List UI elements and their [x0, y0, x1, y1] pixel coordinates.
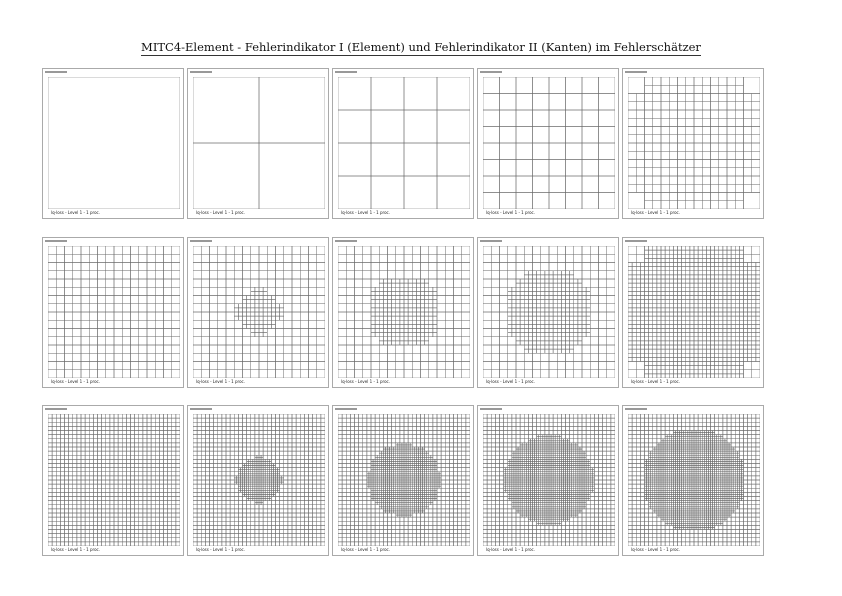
panel-label [335, 71, 357, 73]
mesh-panel: lq-loss - Level 1 - 1 proc. [42, 405, 184, 556]
mesh-grid [193, 77, 325, 209]
mesh-grid [628, 414, 760, 546]
panel-caption: lq-loss - Level 1 - 1 proc. [631, 547, 680, 552]
mesh-grid [483, 77, 615, 209]
mesh-grid [628, 77, 760, 209]
mesh-grid [193, 414, 325, 546]
mesh-grid [48, 414, 180, 546]
mesh-cells [483, 414, 615, 546]
mesh-panel: lq-loss - Level 1 - 1 proc. [622, 68, 764, 219]
mesh-cells [483, 246, 615, 378]
panel-caption: lq-loss - Level 1 - 1 proc. [486, 379, 535, 384]
panel-label [480, 240, 502, 242]
mesh-panel: lq-loss - Level 1 - 1 proc. [187, 68, 329, 219]
mesh-grid [338, 414, 470, 546]
mesh-grid [193, 246, 325, 378]
mesh-cells [483, 77, 615, 209]
panel-caption: lq-loss - Level 1 - 1 proc. [196, 379, 245, 384]
panel-label [480, 71, 502, 73]
mesh-grid [483, 414, 615, 546]
panel-caption: lq-loss - Level 1 - 1 proc. [631, 210, 680, 215]
panel-caption: lq-loss - Level 1 - 1 proc. [51, 210, 100, 215]
panel-caption: lq-loss - Level 1 - 1 proc. [341, 210, 390, 215]
mesh-grid [628, 246, 760, 378]
panel-label [45, 71, 67, 73]
panel-label [480, 408, 502, 410]
mesh-panel: lq-loss - Level 1 - 1 proc. [187, 237, 329, 388]
panel-label [625, 240, 647, 242]
mesh-cells [628, 414, 760, 546]
panel-label [190, 71, 212, 73]
panel-caption: lq-loss - Level 1 - 1 proc. [341, 379, 390, 384]
mesh-panel: lq-loss - Level 1 - 1 proc. [332, 405, 474, 556]
panel-caption: lq-loss - Level 1 - 1 proc. [196, 547, 245, 552]
mesh-grid [48, 77, 180, 209]
panel-caption: lq-loss - Level 1 - 1 proc. [51, 547, 100, 552]
mesh-cells [628, 77, 760, 209]
figure-title: MITC4-Element - Fehlerindikator I (Eleme… [141, 40, 701, 56]
panel-label [625, 71, 647, 73]
mesh-cells [338, 246, 470, 378]
mesh-cells [193, 246, 325, 378]
panel-label [45, 408, 67, 410]
mesh-cells [48, 246, 180, 378]
mesh-panel: lq-loss - Level 1 - 1 proc. [622, 237, 764, 388]
panel-caption: lq-loss - Level 1 - 1 proc. [486, 210, 535, 215]
panel-label [335, 240, 357, 242]
panel-label [190, 240, 212, 242]
panel-label [190, 408, 212, 410]
mesh-panel: lq-loss - Level 1 - 1 proc. [42, 237, 184, 388]
mesh-panel: lq-loss - Level 1 - 1 proc. [622, 405, 764, 556]
mesh-panel: lq-loss - Level 1 - 1 proc. [477, 405, 619, 556]
panel-label [335, 408, 357, 410]
panel-caption: lq-loss - Level 1 - 1 proc. [486, 547, 535, 552]
mesh-cells [48, 77, 180, 209]
mesh-cells [338, 77, 470, 209]
mesh-panel: lq-loss - Level 1 - 1 proc. [477, 237, 619, 388]
panel-label [45, 240, 67, 242]
mesh-panel: lq-loss - Level 1 - 1 proc. [477, 68, 619, 219]
mesh-grid [338, 246, 470, 378]
mesh-cells [48, 414, 180, 546]
mesh-cells [338, 414, 470, 546]
mesh-panel: lq-loss - Level 1 - 1 proc. [332, 68, 474, 219]
mesh-panel: lq-loss - Level 1 - 1 proc. [187, 405, 329, 556]
mesh-grid [483, 246, 615, 378]
mesh-panel: lq-loss - Level 1 - 1 proc. [42, 68, 184, 219]
mesh-grid [338, 77, 470, 209]
mesh-cells [193, 414, 325, 546]
panel-caption: lq-loss - Level 1 - 1 proc. [341, 547, 390, 552]
panel-caption: lq-loss - Level 1 - 1 proc. [631, 379, 680, 384]
mesh-cells [628, 246, 760, 378]
mesh-panel: lq-loss - Level 1 - 1 proc. [332, 237, 474, 388]
panel-caption: lq-loss - Level 1 - 1 proc. [196, 210, 245, 215]
mesh-grid [48, 246, 180, 378]
panel-caption: lq-loss - Level 1 - 1 proc. [51, 379, 100, 384]
mesh-cells [193, 77, 325, 209]
panel-label [625, 408, 647, 410]
